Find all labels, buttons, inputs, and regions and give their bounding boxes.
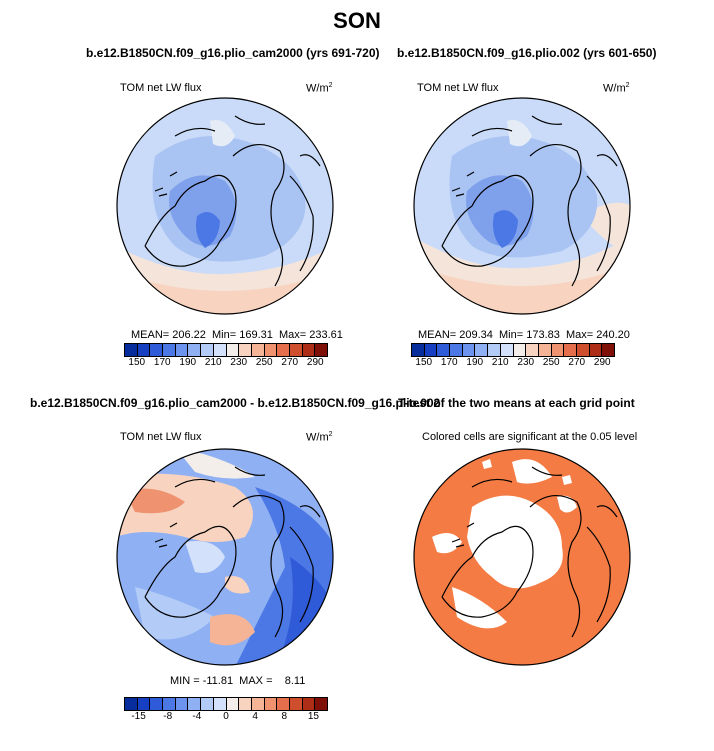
colorbar-swatch [412,344,425,356]
colorbar-top-right: 150 170 190 210 230 250 270 290 [411,343,615,369]
colorbar-tick-label: 190 [466,357,484,368]
colorbar-tick-label: 0 [223,711,229,722]
panel-1-units: W/m2 [306,82,333,95]
panel-4-title: T-test of the two means at each grid poi… [398,396,635,410]
colorbar-tick-label: 210 [204,357,222,368]
colorbar-top-left: 150 170 190 210 230 250 270 290 [124,343,328,369]
panel-2-stats: MEAN= 209.34 Min= 173.83 Max= 240.20 [418,329,630,341]
colorbar-swatch [201,698,214,710]
colorbar-swatch [175,344,189,356]
colorbar-swatch [538,344,552,356]
colorbar-swatch [213,344,227,356]
panel-1-title: b.e12.B1850CN.f09_g16.plio_cam2000 (yrs … [86,46,380,60]
colorbar-diff: -15 -8 -4 0 4 8 15 [124,697,328,723]
colorbar-top-left-swatches [124,343,328,357]
colorbar-top-right-ticks: 150 170 190 210 230 250 270 290 [411,357,615,369]
panel-3-units: W/m2 [306,431,333,444]
colorbar-top-left-ticks: 150 170 190 210 230 250 270 290 [124,357,328,369]
panel-4-subtitle: Colored cells are significant at the 0.0… [422,431,638,443]
colorbar-swatch [289,698,303,710]
colorbar-tick-label: 210 [491,357,509,368]
colorbar-swatch [500,344,514,356]
colorbar-swatch [175,698,189,710]
colorbar-swatch [226,344,240,356]
colorbar-tick-label: 230 [517,357,535,368]
colorbar-swatch [289,344,303,356]
colorbar-tick-label: 8 [281,711,288,722]
colorbar-swatch [437,344,451,356]
colorbar-swatch [239,344,252,356]
colorbar-top-right-swatches [411,343,615,357]
colorbar-tick-label: -8 [163,711,173,722]
panel-1-variable: TOM net LW flux [120,82,202,94]
colorbar-swatch [424,344,438,356]
colorbar-swatch [125,344,138,356]
colorbar-swatch [277,344,290,356]
colorbar-swatch [564,344,577,356]
panel-1-stats: MEAN= 206.22 Min= 169.31 Max= 233.61 [131,329,343,341]
colorbar-tick-label: 150 [128,357,146,368]
colorbar-swatch [150,698,164,710]
colorbar-tick-label: 230 [230,357,248,368]
colorbar-swatch [589,344,603,356]
colorbar-swatch [150,344,164,356]
panel-3-title: b.e12.B1850CN.f09_g16.plio_cam2000 - b.e… [30,396,441,410]
panel-2-units: W/m2 [603,82,630,95]
colorbar-tick-label: 290 [306,357,324,368]
colorbar-tick-label: 250 [542,357,560,368]
colorbar-swatch [163,698,176,710]
colorbar-tick-label: -4 [192,711,202,722]
colorbar-swatch [137,698,151,710]
panel-3-stats: MIN = -11.81 MAX = 8.11 [170,675,306,687]
colorbar-tick-label: 170 [153,357,171,368]
panel-1-map [116,97,334,315]
colorbar-swatch [302,344,316,356]
colorbar-swatch [551,344,565,356]
colorbar-swatch [188,344,202,356]
panel-3-variable: TOM net LW flux [120,431,202,443]
colorbar-tick-label: 4 [252,711,258,722]
colorbar-tick-label: 290 [593,357,611,368]
colorbar-tick-label: 250 [255,357,273,368]
colorbar-tick-label: 150 [415,357,433,368]
colorbar-swatch [264,698,278,710]
colorbar-swatch [251,698,265,710]
colorbar-swatch [462,344,476,356]
colorbar-tick-label: 190 [179,357,197,368]
colorbar-swatch [251,344,265,356]
colorbar-swatch [576,344,590,356]
colorbar-tick-label: 15 [307,711,319,722]
figure-title: SON [333,8,381,33]
panel-3-map [116,448,334,666]
colorbar-tick-label: -15 [131,711,146,722]
colorbar-tick-label: 270 [568,357,586,368]
colorbar-swatch [602,344,614,356]
colorbar-swatch [513,344,527,356]
colorbar-swatch [277,698,290,710]
colorbar-swatch [125,698,138,710]
colorbar-swatch [315,344,327,356]
colorbar-swatch [226,698,240,710]
colorbar-swatch [475,344,489,356]
colorbar-swatch [315,698,327,710]
colorbar-swatch [213,698,227,710]
colorbar-swatch [302,698,316,710]
colorbar-swatch [264,344,278,356]
panel-2-variable: TOM net LW flux [417,82,499,94]
colorbar-swatch [239,698,252,710]
panel-4-map [413,448,631,666]
colorbar-diff-swatches [124,697,328,711]
colorbar-swatch [201,344,214,356]
colorbar-diff-ticks: -15 -8 -4 0 4 8 15 [124,711,328,723]
panel-2-map [413,97,631,315]
colorbar-swatch [488,344,501,356]
colorbar-swatch [163,344,176,356]
panel-2-title: b.e12.B1850CN.f09_g16.plio.002 (yrs 601-… [397,46,657,60]
colorbar-swatch [526,344,539,356]
colorbar-tick-label: 170 [440,357,458,368]
colorbar-swatch [188,698,202,710]
colorbar-tick-label: 270 [281,357,299,368]
colorbar-swatch [450,344,463,356]
colorbar-swatch [137,344,151,356]
